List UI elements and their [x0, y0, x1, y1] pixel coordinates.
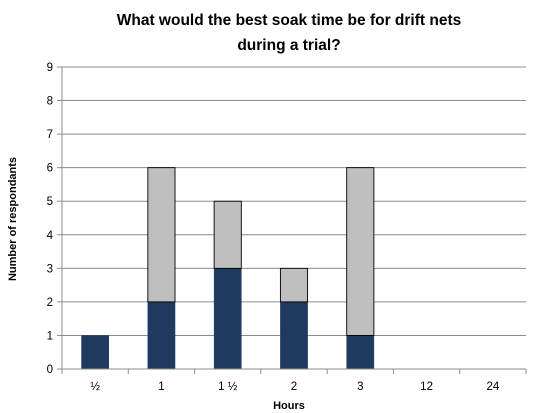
- x-tick-label: 1 ½: [218, 381, 238, 393]
- y-tick-label: 5: [47, 196, 53, 208]
- y-tick-label: 2: [47, 297, 53, 309]
- bar-segment: [147, 301, 176, 370]
- x-tick-label: 3: [357, 381, 363, 393]
- bar-segment: [213, 268, 242, 370]
- y-tick-label: 3: [47, 263, 53, 275]
- x-tick-label: 24: [486, 381, 499, 393]
- y-tick-label: 8: [47, 96, 53, 108]
- axes: [61, 67, 527, 374]
- y-tick-label: 9: [47, 62, 53, 74]
- x-tick-label: 2: [291, 381, 297, 393]
- bar-segment: [147, 167, 176, 303]
- y-tick-labels: 0 1 2 3 4 5 6 7 8 9: [47, 62, 54, 376]
- y-axis-label: Number of respondants: [7, 157, 19, 281]
- x-tick-label: 1: [158, 381, 164, 393]
- bar-segment: [81, 335, 109, 370]
- y-tick-label: 4: [47, 230, 54, 242]
- chart-title-line-1: What would the best soak time be for dri…: [117, 12, 461, 29]
- y-tick-label: 6: [47, 163, 53, 175]
- x-axis-label: Hours: [273, 400, 305, 412]
- y-tick-label: 1: [47, 330, 53, 342]
- x-tick-label: ½: [90, 381, 100, 393]
- y-tick-label: 0: [47, 364, 53, 376]
- bar-segment: [280, 301, 308, 370]
- chart-title-line-2: during a trial?: [237, 37, 340, 54]
- bar-segment: [213, 200, 242, 269]
- x-tick-label: 12: [420, 381, 433, 393]
- bar-segment: [346, 167, 375, 336]
- x-tick-labels: ½ 1 1 ½ 2 3 12 24: [90, 381, 500, 393]
- bar-segment: [346, 335, 375, 370]
- y-tick-label: 7: [47, 129, 53, 141]
- bars: [81, 167, 375, 370]
- bar-segment: [279, 267, 309, 303]
